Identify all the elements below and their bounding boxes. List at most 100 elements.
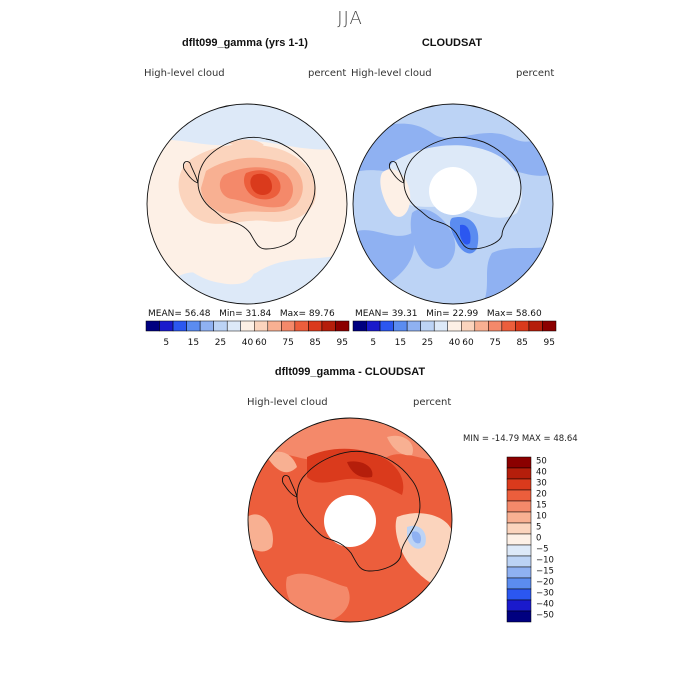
diff-colorbar-label: 40 [536,468,547,478]
diff-colorbar-box [506,544,532,557]
model-polar-map [146,103,348,305]
diff-minmax: MIN = -14.79 MAX = 48.64 [463,434,578,444]
diff-colorbar-box [506,577,532,590]
obs-colorbar-box [379,320,394,332]
model-colorbar-box [267,320,282,332]
model-colorbar-box [199,320,214,332]
obs-colorbar-label: 75 [489,338,500,348]
obs-colorbar-label: 40 [449,338,461,348]
obs-colorbar-box [447,320,462,332]
obs-colorbar: 5 15 25 40 60 75 85 95 [352,320,557,348]
diff-colorbar-label: 20 [536,490,547,500]
model-colorbar-box [186,320,201,332]
obs-min-value: 22.99 [452,309,479,319]
obs-max-label: Max= [486,309,514,319]
model-max-label: Max= [279,309,307,319]
obs-colorbar-box [528,320,543,332]
diff-colorbar-box [506,467,532,480]
obs-colorbar-box [488,320,503,332]
diff-colorbar-box [506,489,532,502]
diff-colorbar-box [506,500,532,513]
obs-colorbar-label: 60 [462,338,474,348]
diff-colorbar-label: 15 [536,501,547,511]
model-colorbar-box [254,320,269,332]
model-colorbar-box [213,320,228,332]
obs-colorbar-label: 25 [422,338,433,348]
obs-max-value: 58.60 [515,309,542,319]
model-min-label: Min= [219,309,243,319]
obs-continent-outline [389,137,522,250]
diff-colorbar-box [506,522,532,535]
model-colorbar-label: 5 [163,338,169,348]
model-field-peak [250,173,272,195]
diff-colorbar-label: 30 [536,479,547,489]
obs-pole-gap [429,167,477,215]
model-colorbar-box [172,320,187,332]
obs-units-label: percent [516,68,555,79]
diff-colorbar-label: 10 [536,512,547,522]
obs-panel-title: CLOUDSAT [421,37,483,49]
obs-colorbar-labels: 5 15 25 40 60 75 85 95 [370,338,555,348]
model-colorbar-label: 40 [242,338,254,348]
diff-polar-map [247,417,453,623]
model-colorbar-label: 15 [188,338,199,348]
diff-colorbar-box [506,588,532,601]
model-colorbar-boxes [145,320,350,332]
obs-mean-label: MEAN= [355,309,389,319]
obs-colorbar-box [501,320,516,332]
diff-field-patch-3 [248,514,273,552]
model-colorbar-box [240,320,255,332]
model-continent-outline [183,137,316,250]
model-max-value: 89.76 [308,309,335,319]
model-colorbar-label: 75 [282,338,293,348]
obs-colorbar-label: 95 [544,338,555,348]
obs-colorbar-box [474,320,489,332]
model-units-label: percent [308,68,347,79]
obs-colorbar-box [352,320,367,332]
model-map-border [146,103,348,305]
model-field-low-south [156,223,256,285]
model-colorbar-box [335,320,350,332]
diff-colorbar-box [506,555,532,568]
obs-field-west-band [353,230,414,304]
obs-colorbar-label: 85 [516,338,527,348]
diff-colorbar-box [506,566,532,579]
diff-panel-title: dflt099_gamma - CLOUDSAT [274,366,426,378]
obs-colorbar-boxes [352,320,557,332]
model-colorbar-box [145,320,160,332]
diff-colorbar-label: 50 [536,457,547,467]
model-variable-label: High-level cloud [144,68,225,79]
obs-min-label: Min= [426,309,450,319]
diff-colorbar-label: 5 [536,523,541,533]
obs-stats: MEAN= 39.31 Min= 22.99 Max= 58.60 [355,309,542,319]
model-colorbar-label: 95 [337,338,348,348]
diff-colorbar-boxes [506,456,532,623]
diff-colorbar-label: −30 [536,589,554,599]
model-colorbar-box [226,320,241,332]
diff-colorbar-label: 0 [536,534,541,544]
model-mean-label: MEAN= [148,309,182,319]
diff-continent-outline [282,451,421,572]
diff-field-patch-1 [267,451,297,473]
diff-colorbar-box [506,511,532,524]
model-colorbar-label: 60 [255,338,267,348]
model-colorbar-box [321,320,336,332]
model-colorbar: 5 15 25 40 60 75 85 95 [145,320,350,348]
obs-colorbar-box [393,320,408,332]
obs-polar-map [352,103,554,305]
diff-colorbar-label: −50 [536,611,554,621]
season-title: JJA [337,8,363,29]
model-stats: MEAN= 56.48 Min= 31.84 Max= 89.76 [148,309,335,319]
model-min-value: 31.84 [245,309,272,319]
obs-colorbar-label: 5 [370,338,376,348]
model-colorbar-label: 25 [215,338,226,348]
diff-colorbar-label: −5 [536,545,549,555]
diff-field-peak [347,461,373,478]
diff-colorbar-label: −15 [536,567,554,577]
obs-colorbar-box [515,320,530,332]
diff-map-border [247,417,453,623]
diff-colorbar-label: −10 [536,556,554,566]
